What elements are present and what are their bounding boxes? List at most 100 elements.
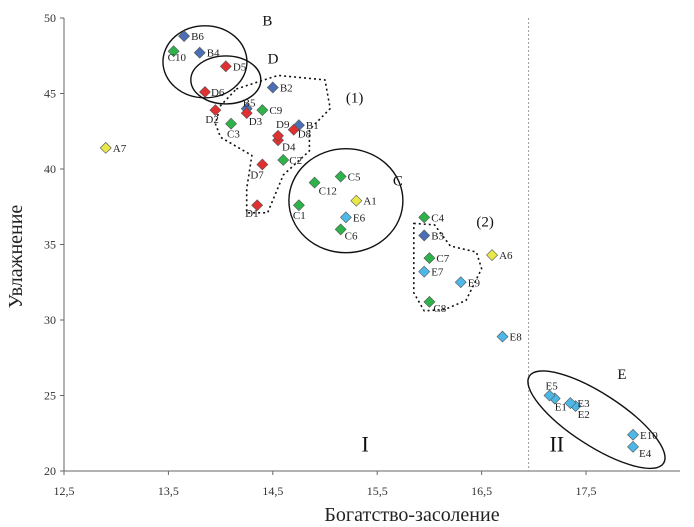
point-label: A6 — [499, 250, 513, 262]
point-label: D8 — [298, 129, 312, 141]
data-point — [339, 211, 352, 224]
point-label: B5 — [243, 98, 256, 110]
data-point — [199, 86, 211, 98]
axes-layer: 12,5 13,5 14,5 15,5 16,5 17,5 20 25 30 35 40 45 50 — [44, 11, 680, 498]
data-point — [251, 199, 264, 212]
group-1-outline — [214, 74, 331, 214]
data-point — [193, 46, 206, 59]
data-point — [219, 60, 232, 73]
point-label: D5 — [233, 61, 247, 73]
point-label: E5 — [545, 381, 558, 393]
points-layer — [99, 30, 639, 453]
point-label: E4 — [639, 448, 652, 460]
data-point — [272, 129, 284, 142]
group-2-outline — [413, 222, 483, 312]
data-point — [423, 295, 436, 308]
data-point — [627, 428, 639, 441]
data-point — [287, 123, 300, 136]
point-label: D2 — [205, 114, 218, 126]
point-label: E10 — [640, 430, 658, 442]
point-label: E7 — [431, 267, 444, 279]
y-tick-label: 45 — [44, 87, 56, 101]
point-label: C3 — [227, 129, 240, 141]
data-point — [627, 440, 639, 453]
point-label: D7 — [250, 169, 264, 181]
data-point — [486, 249, 498, 261]
point-label: E1 — [555, 402, 567, 414]
point-label: C5 — [348, 172, 361, 184]
group-c-outline — [288, 148, 404, 254]
y-tick-label: 25 — [44, 389, 56, 403]
data-point — [350, 194, 363, 207]
y-tick-label: 30 — [44, 313, 56, 327]
data-point — [167, 45, 180, 58]
x-tick-label: 15,5 — [367, 484, 388, 498]
point-label: B6 — [191, 31, 204, 43]
x-tick-label: 13,5 — [158, 484, 179, 498]
point-label: A1 — [363, 196, 376, 208]
x-tick-label: 12,5 — [54, 484, 75, 498]
group-label: (1) — [346, 91, 364, 107]
point-label: D1 — [245, 208, 258, 220]
point-label: E6 — [353, 212, 366, 224]
point-label: C12 — [319, 186, 337, 198]
y-tick-label: 20 — [44, 464, 56, 478]
data-point — [418, 211, 431, 224]
group-label: B — [262, 14, 272, 30]
y-axis-title: Увлажнение — [5, 205, 27, 309]
data-point — [418, 265, 431, 278]
text-layer: Богатство-засоление Увлажнение B C D E (1) (2) I… — [5, 14, 658, 526]
point-label: C9 — [269, 105, 282, 117]
point-label: D3 — [249, 116, 263, 128]
data-point — [308, 176, 321, 189]
point-label: E9 — [468, 277, 481, 289]
point-label: C1 — [293, 210, 306, 222]
y-tick-label: 40 — [44, 162, 56, 176]
point-label: D9 — [276, 119, 290, 131]
point-label: C7 — [436, 253, 449, 265]
group-d-outline — [190, 55, 262, 105]
y-tick-label: 35 — [44, 238, 56, 252]
point-label: C6 — [345, 230, 358, 242]
point-label: C4 — [431, 212, 444, 224]
point-label: B3 — [431, 230, 444, 242]
data-point — [209, 104, 222, 117]
data-point — [334, 170, 347, 183]
point-label: A7 — [113, 143, 127, 155]
point-label: B2 — [280, 82, 293, 94]
point-label: E8 — [510, 332, 523, 344]
point-label: C8 — [433, 303, 446, 315]
zone-label: I — [362, 431, 369, 456]
x-tick-label: 16,5 — [471, 484, 492, 498]
data-point — [178, 30, 190, 43]
point-label: E2 — [578, 409, 590, 421]
group-label: C — [393, 174, 403, 190]
x-tick-label: 17,5 — [576, 484, 597, 498]
zone-label: II — [549, 431, 564, 456]
data-point — [240, 107, 253, 120]
data-point — [256, 158, 269, 171]
data-point — [225, 117, 237, 130]
point-label: C10 — [168, 52, 187, 64]
y-tick-label: 50 — [44, 11, 56, 25]
group-label: D — [268, 51, 279, 67]
point-label: B4 — [207, 48, 220, 60]
point-label: D4 — [282, 141, 296, 153]
data-point — [418, 229, 431, 242]
point-label: E3 — [577, 398, 590, 410]
point-label: B1 — [306, 120, 319, 132]
data-point — [266, 81, 279, 94]
group-label: (2) — [476, 214, 494, 230]
annotation-layer — [162, 25, 666, 470]
data-point — [277, 154, 290, 166]
group-e-outline — [527, 370, 666, 470]
data-point — [454, 276, 467, 289]
data-point — [334, 223, 347, 236]
point-label: C2 — [289, 155, 302, 167]
x-tick-label: 14,5 — [262, 484, 283, 498]
data-point — [564, 397, 577, 409]
data-point — [496, 330, 509, 343]
group-label: E — [617, 367, 626, 383]
x-axis-title: Богатство-засоление — [324, 504, 499, 526]
